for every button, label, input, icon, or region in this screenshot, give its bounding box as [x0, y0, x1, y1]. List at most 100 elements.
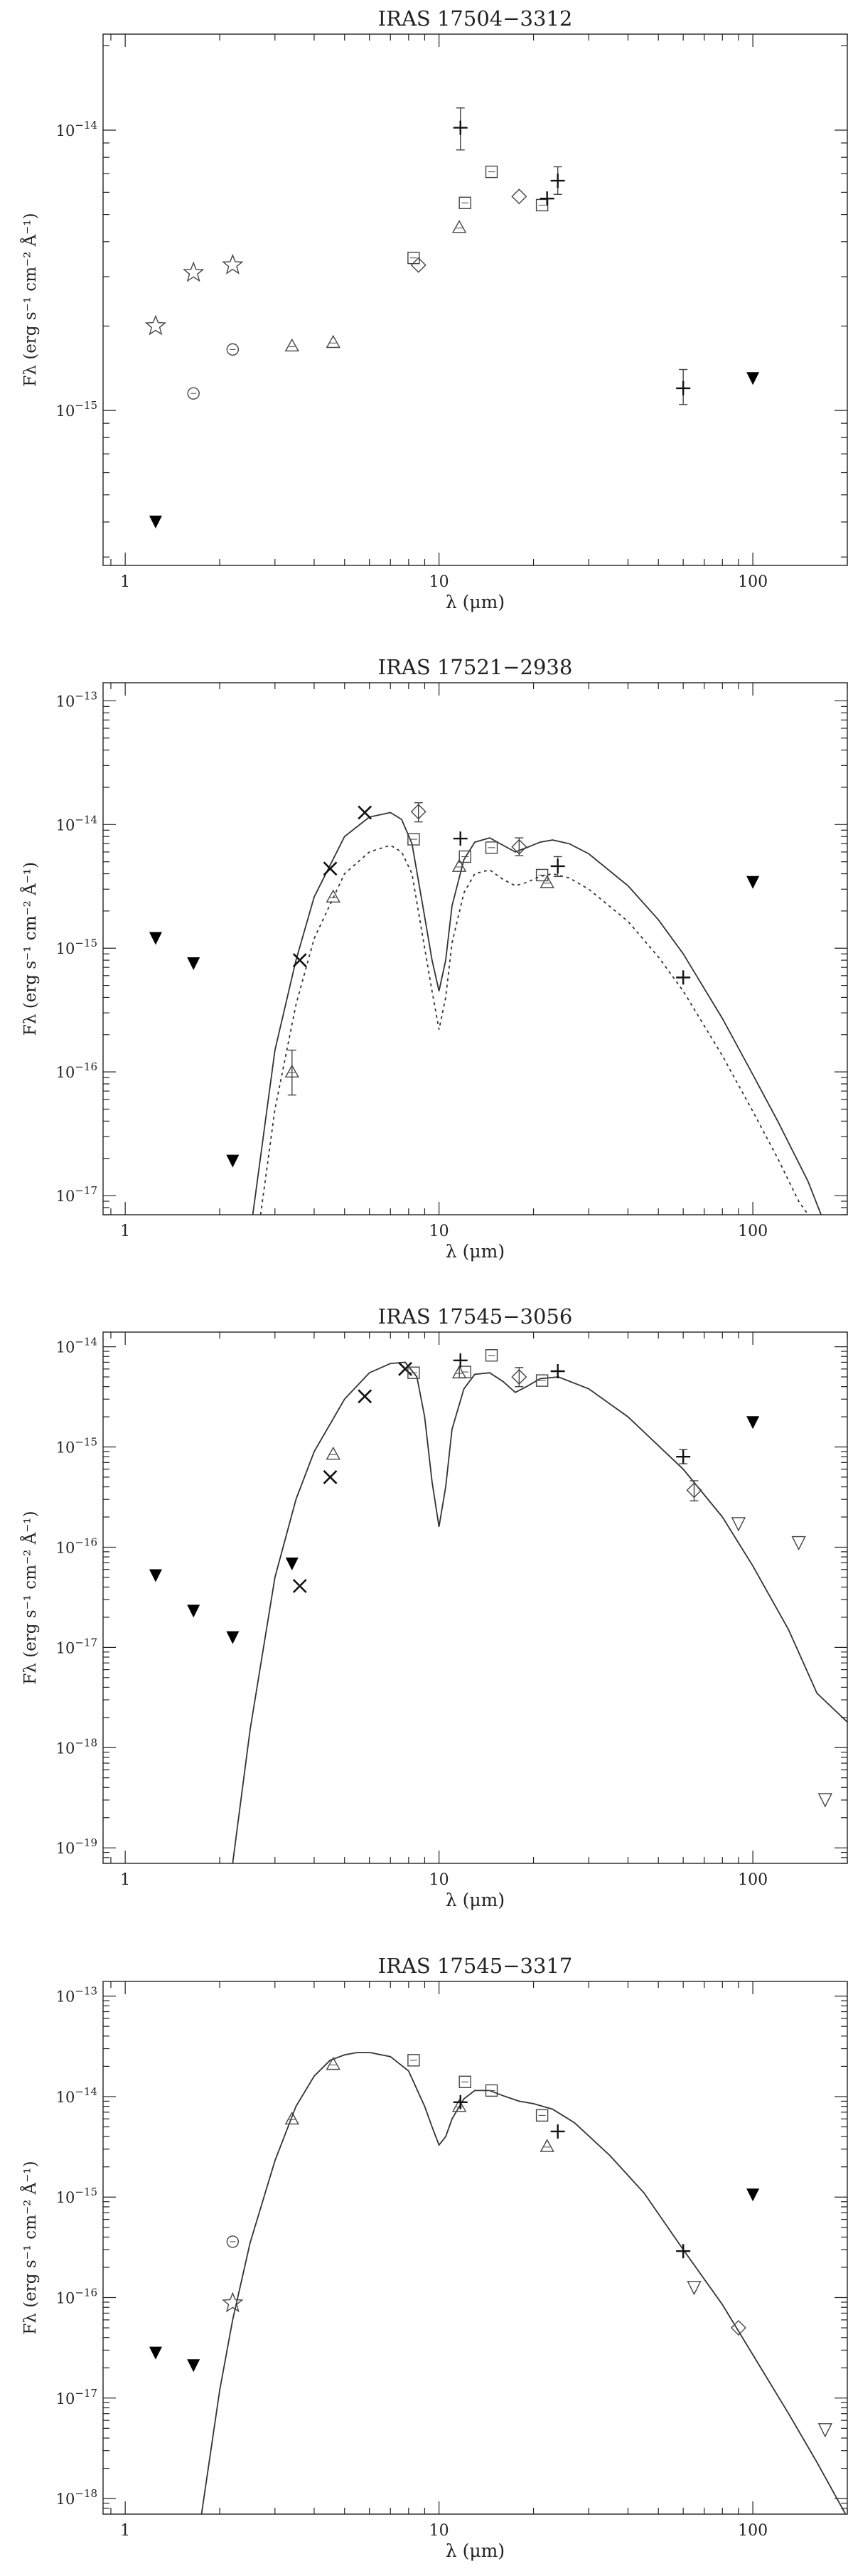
downward-triangle-point: [187, 957, 200, 970]
circle-point: [187, 387, 200, 400]
y-axis-label: Fλ (erg s⁻¹ cm⁻² Å⁻¹): [20, 862, 40, 1036]
triangle-point: [284, 2111, 299, 2125]
x-point: [323, 861, 338, 876]
triangle-point: [284, 338, 299, 352]
downward-triangle-point: [746, 2188, 760, 2202]
x-tick-label: 100: [738, 573, 768, 591]
plus-point: [550, 174, 565, 188]
plus-point: [453, 831, 468, 846]
square-point: [458, 1366, 471, 1378]
diamond-point: [686, 1482, 702, 1499]
sed-panel-1: IRAS 17504−3312 1 10 100 10−15 10−14 λ (μm) Fλ …: [20, 6, 848, 612]
chart-title: IRAS 17521−2938: [378, 655, 573, 679]
star-point: [144, 314, 167, 336]
plus-point: [453, 120, 468, 135]
open-triangle-point: [731, 1517, 746, 1532]
clipped-content: [149, 1349, 847, 1863]
diamond-point: [511, 839, 527, 855]
diamond-point: [511, 1369, 527, 1385]
star-point: [222, 253, 244, 275]
y-tick-label: 10−19: [56, 1836, 97, 1857]
clipped-content: [144, 107, 760, 528]
chart-title: IRAS 17545−3056: [378, 1304, 573, 1329]
y-tick-label: 10−17: [56, 2387, 97, 2407]
x-point: [398, 1361, 412, 1376]
open-triangle-point: [687, 2281, 702, 2296]
circle-point: [226, 343, 240, 356]
downward-triangle-point: [746, 372, 760, 385]
downward-triangle-point: [746, 1416, 760, 1430]
y-tick-label: 10−13: [56, 689, 97, 710]
y-tick-label: 10−15: [56, 1436, 97, 1457]
downward-triangle-point: [226, 1154, 240, 1168]
downward-triangle-point: [746, 875, 760, 889]
y-tick-label: 10−16: [56, 1060, 97, 1081]
y-tick-label: 10−18: [56, 1736, 97, 1757]
star-point: [222, 2292, 244, 2313]
downward-triangle-point: [149, 2346, 162, 2360]
x-tick-label: 1: [120, 573, 130, 591]
y-axis-label: Fλ (erg s⁻¹ cm⁻² Å⁻¹): [20, 2161, 40, 2334]
plus-point: [676, 970, 691, 985]
x-tick-label: 10: [429, 1871, 449, 1889]
y-tick-label: 10−17: [56, 1636, 97, 1656]
plus-point: [453, 1353, 468, 1368]
square-point: [458, 196, 471, 209]
plus-point: [550, 1363, 565, 1378]
triangle-point: [540, 2139, 554, 2152]
model-curve: [232, 1361, 847, 1863]
sed-panel-3: IRAS 17545−3056 1 10 100 10−19 10−18 10−17 10−1…: [20, 1304, 848, 1910]
y-tick-label: 10−18: [56, 2487, 97, 2508]
plus-point: [676, 1449, 691, 1464]
triangle-point: [451, 2099, 467, 2112]
x-axis-label: λ (μm): [446, 1890, 505, 1910]
x-tick-label: 1: [120, 2522, 130, 2540]
y-tick-label: 10−16: [56, 2287, 97, 2307]
y-tick-label: 10−14: [56, 119, 97, 139]
x-tick-label: 100: [738, 1223, 768, 1240]
sed-panel-2: IRAS 17521−2938 1 10 100 10−17 10−16 10−15 10−1…: [20, 655, 848, 1262]
square-point: [407, 833, 420, 846]
x-point: [358, 1389, 372, 1404]
diamond-point: [511, 188, 527, 205]
open-triangle-point: [791, 1536, 806, 1551]
square-point: [485, 1349, 498, 1362]
triangle-point: [284, 1064, 299, 1078]
model-curve: [252, 811, 822, 1215]
x-point: [292, 1579, 307, 1593]
y-tick-label: 10−13: [56, 1985, 97, 2006]
square-point: [407, 251, 420, 265]
star-point: [183, 261, 205, 282]
y-axis-label: Fλ (erg s⁻¹ cm⁻² Å⁻¹): [20, 1511, 40, 1684]
y-tick-label: 10−15: [56, 937, 97, 957]
diamond-point: [410, 804, 426, 820]
x-point: [358, 805, 372, 820]
downward-triangle-point: [149, 1569, 162, 1582]
x-tick-label: 100: [738, 2522, 768, 2540]
x-axis-label: λ (μm): [446, 2540, 505, 2561]
y-tick-label: 10−14: [56, 2085, 97, 2106]
clipped-content: [149, 802, 822, 1215]
triangle-point: [451, 858, 467, 872]
x-axis-label: λ (μm): [446, 1241, 505, 1262]
square-point: [485, 2084, 498, 2097]
y-tick-label: 10−14: [56, 1336, 97, 1356]
plot-frame: [102, 33, 848, 566]
model-curve: [200, 2052, 847, 2514]
y-tick-label: 10−15: [56, 399, 97, 420]
y-tick-label: 10−16: [56, 1536, 97, 1556]
square-point: [535, 2109, 549, 2122]
open-triangle-point: [817, 1793, 832, 1808]
x-tick-label: 10: [429, 573, 449, 591]
y-tick-label: 10−17: [56, 1184, 97, 1205]
downward-triangle-point: [149, 932, 162, 945]
x-tick-label: 10: [429, 1223, 449, 1240]
triangle-point: [451, 220, 467, 233]
triangle-point: [326, 1447, 340, 1460]
square-point: [407, 2054, 420, 2067]
downward-triangle-point: [187, 2359, 200, 2373]
plus-point: [550, 2124, 565, 2139]
x-tick-label: 1: [120, 1223, 130, 1240]
open-triangle-point: [817, 2423, 832, 2438]
square-point: [485, 841, 498, 854]
